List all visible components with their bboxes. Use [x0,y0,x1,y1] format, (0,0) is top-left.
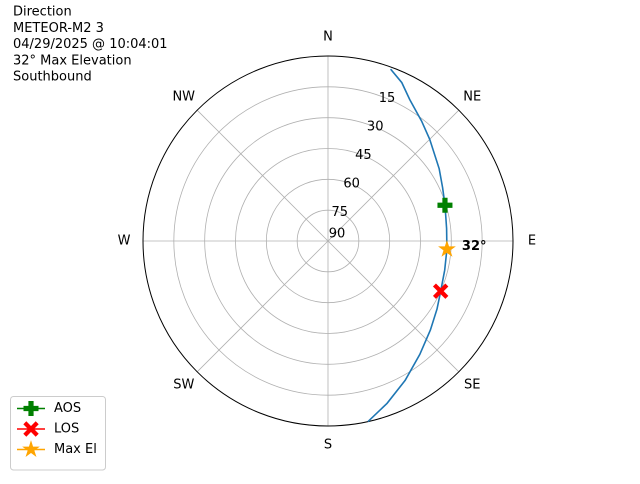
r-tick-label: 30 [367,120,384,135]
legend-marker [23,421,39,437]
theta-tick-label: SE [464,378,480,393]
track-line [367,68,448,423]
grid-spoke [196,109,329,242]
grid-spoke [327,240,460,373]
marker-plus [437,197,453,213]
r-tick-label: 45 [355,148,372,163]
title-line: Direction [13,5,72,20]
theta-tick-label: N [323,30,333,45]
title-line: 04/29/2025 @ 10:04:01 [13,37,168,52]
theta-tick-label: S [324,438,332,453]
r-tick-label: 75 [332,205,349,220]
theta-tick-label: W [118,234,131,249]
marker-star [438,240,456,257]
theta-tick-label: SW [173,378,194,393]
r-tick-label: 60 [343,177,360,192]
title-line: 32° Max Elevation [13,53,132,68]
legend-marker [23,401,39,416]
theta-tick-label: NE [463,89,481,104]
legend-label: Max El [54,442,97,457]
r-tick-label: 15 [379,91,396,106]
value-label: 32° [462,239,487,254]
r-tick-label: 90 [329,227,346,242]
marker-x [432,283,449,299]
theta-tick-label: NW [172,89,195,104]
grid-spoke [196,240,329,373]
title-line: Southbound [13,70,92,85]
title-line: METEOR-M2 3 [13,21,104,36]
legend-label: AOS [54,401,81,416]
theta-tick-label: E [528,234,536,249]
legend-label: LOS [54,422,79,437]
grid-spoke [327,109,460,242]
outer-frame [142,55,514,427]
legend-marker [22,440,40,458]
